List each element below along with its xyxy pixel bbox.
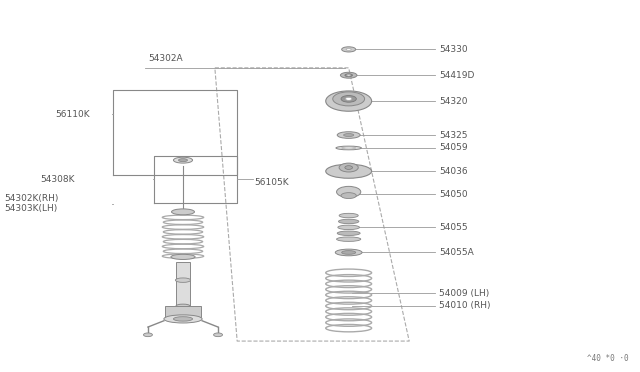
Text: 54055: 54055	[439, 223, 468, 232]
Ellipse shape	[342, 251, 356, 254]
Ellipse shape	[344, 134, 354, 137]
Ellipse shape	[175, 278, 191, 282]
Ellipse shape	[337, 132, 360, 138]
Text: 54419D: 54419D	[439, 71, 474, 80]
Ellipse shape	[337, 231, 360, 235]
Ellipse shape	[342, 47, 356, 52]
Ellipse shape	[326, 91, 372, 111]
Text: 54320: 54320	[439, 97, 468, 106]
Text: 56110K: 56110K	[56, 109, 90, 119]
Ellipse shape	[143, 333, 152, 337]
Ellipse shape	[214, 333, 223, 337]
Bar	[176, 262, 190, 306]
Text: 54009 (LH): 54009 (LH)	[439, 289, 490, 298]
Text: 54059: 54059	[439, 144, 468, 153]
Text: 54330: 54330	[439, 45, 468, 54]
Ellipse shape	[333, 92, 365, 106]
Ellipse shape	[179, 159, 188, 161]
Text: 54036: 54036	[439, 167, 468, 176]
Ellipse shape	[171, 254, 195, 260]
Ellipse shape	[326, 164, 372, 178]
Ellipse shape	[173, 317, 193, 321]
Text: 54055A: 54055A	[439, 248, 474, 257]
Text: 54302K(RH): 54302K(RH)	[4, 195, 59, 203]
Ellipse shape	[335, 249, 362, 256]
Ellipse shape	[339, 213, 358, 218]
Ellipse shape	[173, 157, 193, 163]
Text: ^40 *0 ·0: ^40 *0 ·0	[588, 354, 629, 363]
Ellipse shape	[341, 96, 356, 102]
Ellipse shape	[347, 74, 351, 76]
Text: 54010 (RH): 54010 (RH)	[439, 301, 491, 311]
Ellipse shape	[337, 237, 361, 241]
Text: 56105K: 56105K	[254, 178, 289, 187]
Text: 54050: 54050	[439, 190, 468, 199]
Ellipse shape	[340, 72, 357, 78]
Ellipse shape	[345, 74, 353, 77]
Ellipse shape	[164, 315, 202, 323]
Text: 54302A: 54302A	[148, 54, 182, 63]
Ellipse shape	[346, 48, 351, 50]
Ellipse shape	[341, 193, 356, 199]
Ellipse shape	[342, 147, 356, 149]
Ellipse shape	[345, 166, 353, 169]
Polygon shape	[164, 306, 202, 317]
Ellipse shape	[339, 163, 358, 172]
Text: 54308K: 54308K	[40, 175, 75, 184]
Ellipse shape	[337, 186, 361, 198]
Ellipse shape	[336, 146, 362, 150]
Ellipse shape	[346, 97, 352, 100]
Ellipse shape	[339, 219, 359, 224]
Ellipse shape	[176, 304, 190, 308]
Ellipse shape	[338, 225, 360, 230]
Text: 54303K(LH): 54303K(LH)	[4, 203, 58, 213]
Text: 54325: 54325	[439, 131, 468, 140]
Ellipse shape	[172, 209, 195, 215]
